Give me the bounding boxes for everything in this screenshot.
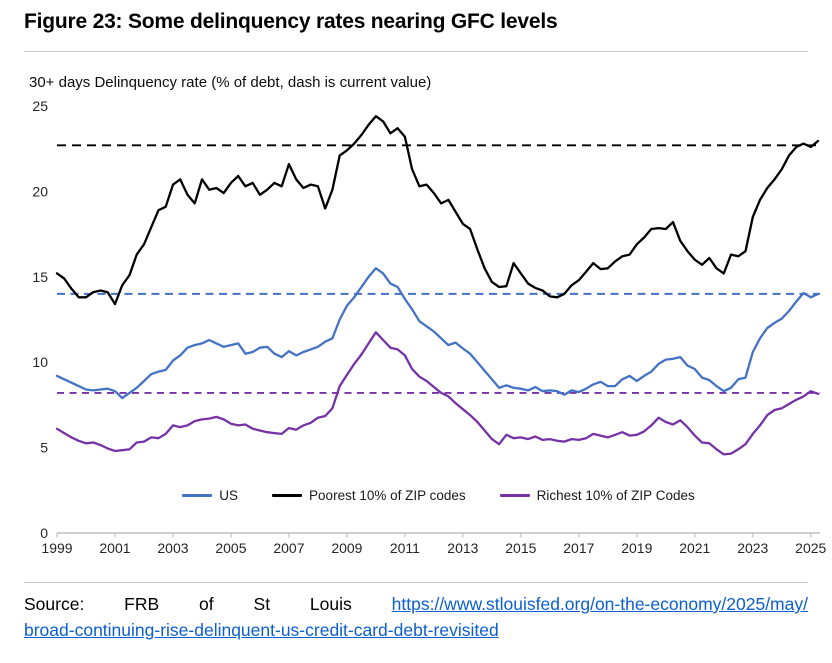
y-tick-label: 5 [40, 440, 48, 456]
y-tick-label: 25 [32, 98, 48, 114]
y-tick-label: 0 [40, 525, 48, 541]
poorest-line-swatch-icon [272, 494, 303, 497]
chart-legend: US Poorest 10% of ZIP codes Richest 10% … [57, 488, 820, 503]
series-line-0 [55, 267, 820, 400]
x-tick-label: 1999 [41, 540, 72, 556]
x-tick-label: 2023 [737, 540, 768, 556]
x-tick-label: 2025 [795, 540, 826, 556]
x-tick-label: 2017 [563, 540, 594, 556]
source-line-2: broad-continuing-rise-delinquent-us-cred… [24, 617, 808, 643]
legend-label-us: US [219, 488, 239, 503]
x-tick-label: 2009 [331, 540, 362, 556]
x-tick-label: 2011 [390, 540, 420, 556]
x-tick-label: 2019 [621, 540, 652, 556]
legend-item-us: US [182, 488, 238, 503]
legend-item-richest: Richest 10% of ZIP Codes [499, 488, 695, 503]
legend-label-richest: Richest 10% of ZIP Codes [536, 488, 695, 503]
x-tick-label: 2001 [99, 540, 130, 556]
source-link-part-2[interactable]: broad-continuing-rise-delinquent-us-cred… [24, 620, 499, 640]
x-tick-label: 2015 [505, 540, 536, 556]
y-tick-label: 15 [32, 269, 48, 285]
series-line-2 [55, 331, 820, 456]
us-line-swatch-icon [182, 494, 213, 497]
source-link-part-1[interactable]: https://www.stlouisfed.org/on-the-econom… [391, 594, 808, 614]
title-divider [24, 51, 808, 52]
x-tick-label: 2003 [157, 540, 188, 556]
x-tick-label: 2007 [273, 540, 304, 556]
chart-subtitle: 30+ days Delinquency rate (% of debt, da… [29, 74, 432, 91]
richest-line-swatch-icon [499, 494, 530, 497]
delinquency-line-chart: 1999 2001 2003 2005 2007 2009 2011 2013 2015 2017… [32, 98, 826, 556]
x-tick-label: 2013 [447, 540, 478, 556]
series-line-1 [55, 115, 820, 306]
figure-title: Figure 23: Some delinquency rates nearin… [24, 10, 558, 33]
legend-label-poorest: Poorest 10% of ZIP codes [309, 488, 466, 503]
legend-item-poorest: Poorest 10% of ZIP codes [272, 488, 466, 503]
source-label: Source: FRB of St Louis [24, 594, 352, 614]
x-tick-label: 2005 [215, 540, 246, 556]
y-tick-label: 20 [32, 183, 48, 199]
y-tick-label: 10 [32, 354, 48, 370]
source-note: Source: FRB of St Louis https://www.stlo… [24, 591, 808, 643]
source-line-1: Source: FRB of St Louis https://www.stlo… [24, 591, 808, 617]
footer-divider [24, 582, 808, 583]
x-tick-label: 2021 [679, 540, 710, 556]
